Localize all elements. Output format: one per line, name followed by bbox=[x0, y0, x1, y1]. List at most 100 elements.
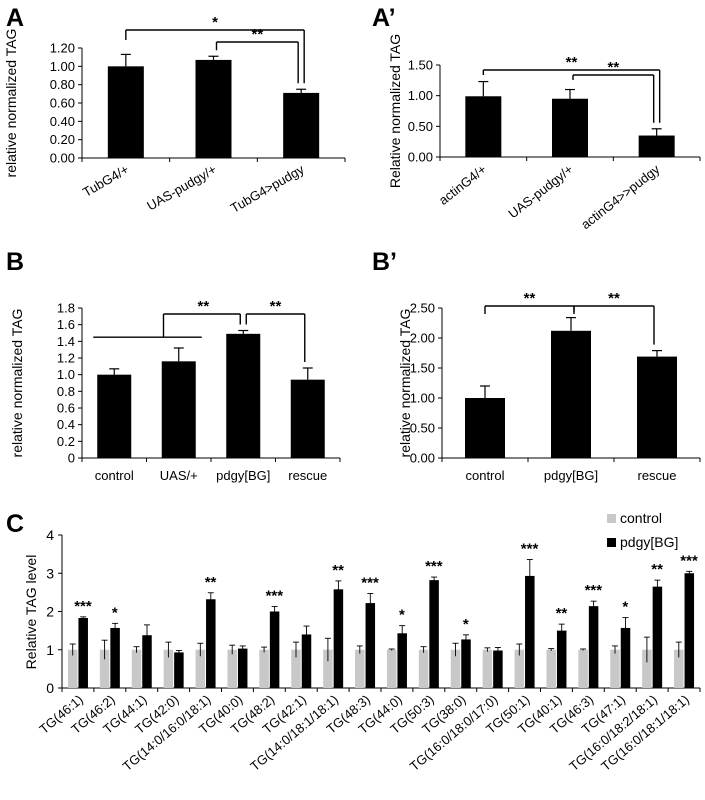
y-tick-label: 0.00 bbox=[410, 451, 435, 466]
x-tick-label: TubG4>pudgy bbox=[228, 161, 307, 215]
chart-b: 0 0.2 0.40.6 0.8 1.01.2 1.4 1.61.8 relative nor… bbox=[9, 298, 341, 483]
bar bbox=[638, 135, 675, 157]
bar-pdgy bbox=[493, 650, 503, 688]
bar-control bbox=[355, 649, 365, 688]
y-tick-label: 4 bbox=[46, 527, 54, 543]
bar bbox=[551, 330, 591, 458]
x-tick-label: actinG4/+ bbox=[436, 162, 489, 208]
significance-bracket: ** bbox=[572, 59, 655, 123]
y-tick-label: 0.00 bbox=[50, 151, 75, 166]
legend-swatch bbox=[607, 538, 616, 547]
significance-label: *** bbox=[266, 588, 284, 605]
bar-pdgy bbox=[620, 627, 631, 688]
significance-label: ** bbox=[270, 298, 282, 315]
bar-control bbox=[323, 649, 333, 688]
bar-pdgy bbox=[301, 634, 312, 688]
significance-label: ** bbox=[332, 562, 344, 579]
significance-label: * bbox=[622, 599, 628, 616]
bar-control bbox=[482, 649, 493, 688]
significance-label: ** bbox=[556, 605, 568, 622]
y-tick-label: 3 bbox=[46, 565, 54, 581]
y-axis-label: relative normalized TAG bbox=[397, 309, 413, 458]
panel-label-a: A bbox=[6, 4, 24, 32]
legend: control pdgy[BG] bbox=[607, 510, 678, 550]
bar-control bbox=[578, 649, 588, 688]
bar bbox=[465, 96, 502, 157]
bar-control bbox=[418, 649, 429, 688]
bar-pdgy bbox=[78, 618, 88, 688]
y-tick-label: 1.00 bbox=[50, 59, 75, 74]
y-tick-label: 0.00 bbox=[408, 150, 433, 165]
x-tick-label: UAS/+ bbox=[160, 468, 198, 483]
bar bbox=[465, 398, 505, 458]
significance-label: * bbox=[112, 604, 118, 621]
bar bbox=[107, 66, 144, 158]
y-tick-label: 2.00 bbox=[410, 331, 435, 346]
y-tick-label: 1.00 bbox=[410, 391, 435, 406]
significance-label: *** bbox=[521, 540, 539, 557]
significance-bracket: ** bbox=[482, 54, 661, 123]
y-tick-label: 1.2 bbox=[57, 351, 75, 366]
significance-label: *** bbox=[74, 598, 92, 615]
x-tick-label: UAS-pudgy/+ bbox=[144, 162, 219, 214]
significance-label: * bbox=[463, 616, 469, 633]
bar bbox=[97, 374, 132, 458]
significance-bracket: ** bbox=[93, 298, 241, 338]
significance-label: * bbox=[212, 14, 218, 31]
bar-control bbox=[195, 649, 206, 688]
y-tick-label: 2 bbox=[46, 604, 54, 620]
panel-label-b-prime: B’ bbox=[372, 248, 397, 276]
significance-label: * bbox=[399, 607, 405, 624]
bar-pdgy bbox=[333, 589, 344, 688]
x-tick-label: UAS-pudgy/+ bbox=[505, 162, 575, 222]
y-tick-label: 1 bbox=[46, 642, 54, 658]
bar-control bbox=[227, 649, 237, 688]
y-tick-label: 0.20 bbox=[50, 132, 75, 147]
bar-control bbox=[99, 649, 110, 688]
y-tick-label: 0.8 bbox=[57, 384, 75, 399]
x-tick-label: control bbox=[465, 468, 504, 483]
bar bbox=[283, 92, 320, 158]
y-tick-label: 0.40 bbox=[50, 114, 75, 129]
bar-pdgy bbox=[397, 633, 407, 688]
significance-label: *** bbox=[585, 582, 603, 599]
bar-pdgy bbox=[588, 606, 599, 688]
bar-control bbox=[450, 649, 461, 688]
bar bbox=[161, 361, 196, 458]
significance-label: ** bbox=[205, 574, 217, 591]
bar-control bbox=[163, 649, 174, 688]
significance-label: ** bbox=[198, 298, 210, 315]
panel-label-a-prime: A’ bbox=[372, 4, 396, 32]
bar-control bbox=[642, 649, 652, 688]
y-axis-label: Relative normalized TAG bbox=[387, 34, 403, 188]
bar-pdgy bbox=[461, 639, 471, 688]
y-tick-label: 1.50 bbox=[410, 361, 435, 376]
bar-pdgy bbox=[206, 599, 216, 688]
bar-pdgy bbox=[556, 630, 567, 688]
bar-pdgy bbox=[142, 635, 152, 688]
x-tick-label: rescue bbox=[637, 468, 676, 483]
legend-label: control bbox=[620, 510, 662, 526]
bar-control bbox=[291, 649, 301, 688]
significance-bracket: ** bbox=[484, 290, 575, 314]
bar-pdgy bbox=[110, 627, 120, 688]
x-tick-label: control bbox=[95, 468, 134, 483]
bar bbox=[290, 379, 325, 458]
x-tick-label: pdgy[BG] bbox=[544, 468, 598, 483]
significance-label: *** bbox=[680, 552, 698, 569]
bar-control bbox=[674, 649, 684, 688]
y-axis-label: relative normalized TAG bbox=[9, 309, 25, 458]
x-tick-label: TubG4/+ bbox=[80, 162, 131, 200]
y-tick-label: 1.6 bbox=[57, 317, 75, 332]
y-tick-label: 1.4 bbox=[57, 334, 75, 349]
panel-label-c: C bbox=[6, 510, 24, 538]
x-tick-label: pdgy[BG] bbox=[216, 468, 270, 483]
bar-control bbox=[67, 649, 78, 688]
chart-a: 0.00 0.20 0.40 0.60 0.80 1.00 1.20 relative nor… bbox=[3, 14, 346, 216]
significance-label: *** bbox=[361, 575, 379, 592]
x-tick-label: actinG4>>pudgy bbox=[578, 161, 663, 232]
significance-bracket: ** bbox=[573, 290, 655, 345]
y-tick-label: 0.60 bbox=[50, 96, 75, 111]
